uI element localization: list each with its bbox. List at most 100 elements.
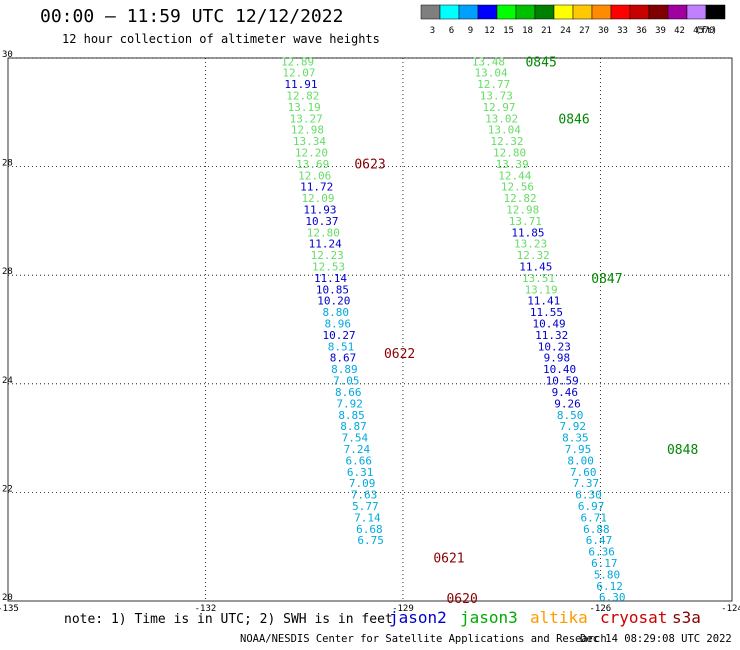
satellite-legend-jason2: jason2 [389, 608, 447, 627]
wave-height-label: 13.02 [485, 112, 518, 125]
footer-timestamp: Dec 14 08:29:08 UTC 2022 [580, 633, 732, 645]
wave-height-label: 7.14 [354, 511, 381, 524]
y-tick-label: 28 [2, 159, 13, 169]
wave-height-label: 12.80 [493, 146, 526, 159]
wave-height-label: 13.48 [472, 55, 505, 68]
wave-height-label: 10.20 [317, 295, 350, 308]
wave-height-label: 8.50 [557, 409, 584, 422]
wave-height-label: 6.17 [591, 557, 618, 570]
wave-height-label: 11.93 [303, 203, 336, 216]
wave-height-label: 8.89 [331, 363, 358, 376]
wave-height-label: 12.44 [498, 169, 531, 182]
footer-credit: NOAA/NESDIS Center for Satellite Applica… [240, 633, 607, 645]
wave-height-label: 11.72 [300, 181, 333, 194]
colorbar-label: 30 [598, 26, 609, 36]
wave-height-label: 8.66 [335, 386, 362, 399]
wave-height-label: 12.56 [501, 181, 534, 194]
wave-height-label: 8.35 [562, 432, 589, 445]
colorbar-label: 33 [617, 26, 628, 36]
wave-height-label: 12.77 [477, 78, 510, 91]
wave-height-label: 7.54 [342, 432, 369, 445]
wave-height-label: 6.97 [578, 500, 605, 513]
wave-height-label: 6.12 [596, 580, 623, 593]
wave-height-label: 5.77 [352, 500, 379, 513]
wave-height-label: 13.19 [525, 283, 558, 296]
wave-height-label: 12.82 [286, 89, 319, 102]
pass-time-label: 0620 [446, 592, 477, 607]
plot-frame [7, 57, 733, 602]
wave-height-label: 12.32 [490, 135, 523, 148]
wave-height-label: 13.69 [296, 158, 329, 171]
wave-height-label: 10.37 [305, 215, 338, 228]
colorbar-label: 27 [579, 26, 590, 36]
colorbar-label: 6 [449, 26, 454, 36]
wave-height-label: 13.23 [514, 238, 547, 251]
wave-height-label: 13.27 [290, 112, 323, 125]
wave-height-label: 11.55 [530, 306, 563, 319]
pass-time-label: 0623 [354, 157, 385, 172]
wave-height-label: 13.73 [480, 89, 513, 102]
colorbar-label: 39 [655, 26, 666, 36]
wave-height-label: 8.85 [338, 409, 365, 422]
pass-time-label: 0621 [433, 552, 464, 567]
wave-height-label: 8.80 [323, 306, 350, 319]
x-tick-label: -129 [392, 604, 414, 612]
wave-height-label: 11.45 [519, 261, 552, 274]
wave-height-label: 6.66 [346, 454, 373, 467]
colorbar-label: 36 [636, 26, 647, 36]
colorbar-label: 42 [674, 26, 685, 36]
wave-height-label: 11.32 [535, 329, 568, 342]
pass-time-label: 0846 [558, 112, 589, 127]
wave-height-label: 13.39 [496, 158, 529, 171]
y-tick-label: 20 [2, 593, 13, 603]
wave-height-label: 5.80 [594, 568, 621, 581]
wave-height-label: 6.75 [357, 534, 384, 547]
wave-height-label: 6.88 [583, 523, 610, 536]
colorbar-swatch [705, 4, 726, 20]
y-tick-label: 28 [2, 267, 13, 277]
satellite-legend-cryosat: cryosat [600, 608, 668, 627]
wave-height-label: 8.67 [330, 352, 357, 365]
chart-note: note: 1) Time is in UTC; 2) SWH is in fe… [64, 612, 393, 627]
wave-height-label: 13.71 [509, 215, 542, 228]
wave-height-label: 13.51 [522, 272, 555, 285]
wave-height-label: 10.49 [532, 318, 565, 331]
colorbar-label: 70 [704, 26, 715, 36]
wave-height-label: 12.09 [301, 192, 334, 205]
wave-height-label: 9.46 [552, 386, 579, 399]
wave-height-label: 9.26 [554, 397, 581, 410]
y-tick-label: 30 [2, 50, 13, 60]
chart-title: 00:00 – 11:59 UTC 12/12/2022 [40, 6, 344, 27]
pass-time-label: 0622 [384, 347, 415, 362]
colorbar-label: 21 [541, 26, 552, 36]
wave-height-label: 7.92 [559, 420, 586, 433]
wave-height-label: 13.04 [475, 67, 508, 80]
wave-height-label: 11.24 [309, 238, 342, 251]
wave-height-label: 10.23 [538, 340, 571, 353]
x-tick-label: -135 [0, 604, 19, 612]
wave-height-label: 12.23 [311, 249, 344, 262]
wave-height-label: 12.07 [282, 67, 315, 80]
wave-height-label: 10.40 [543, 363, 576, 376]
wave-height-label: 10.27 [323, 329, 356, 342]
wave-height-label: 12.80 [307, 226, 340, 239]
wave-height-label: 12.20 [295, 146, 328, 159]
wave-height-label: 12.53 [312, 261, 345, 274]
wave-height-label: 7.05 [333, 375, 360, 388]
wave-height-label: 12.98 [291, 124, 324, 137]
satellite-legend-altika: altika [530, 608, 588, 627]
wave-height-label: 8.00 [567, 454, 594, 467]
wave-height-label: 7.60 [570, 466, 597, 479]
colorbar-label: 24 [560, 26, 571, 36]
wave-height-label: 6.68 [356, 523, 383, 536]
pass-time-label: 0847 [591, 272, 622, 287]
wave-height-label: 6.36 [588, 546, 615, 559]
y-tick-label: 22 [2, 484, 13, 494]
wave-height-label: 6.30 [599, 591, 626, 604]
wave-height-label: 7.24 [344, 443, 371, 456]
wave-height-label: 7.92 [336, 397, 363, 410]
wave-height-label: 11.41 [527, 295, 560, 308]
wave-height-label: 8.87 [340, 420, 367, 433]
wave-height-label: 6.71 [581, 511, 608, 524]
colorbar-label: 9 [468, 26, 473, 36]
